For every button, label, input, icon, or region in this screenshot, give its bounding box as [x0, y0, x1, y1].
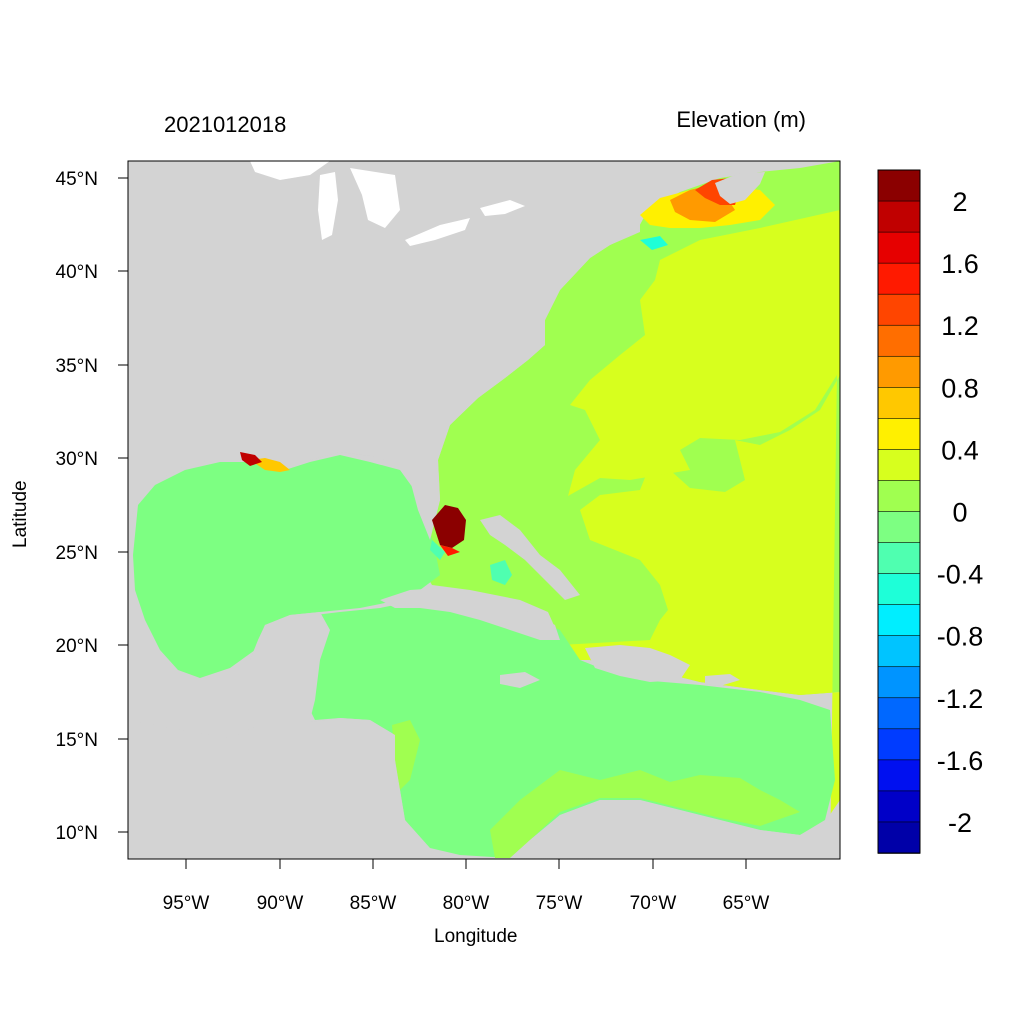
colorbar-swatch	[877, 293, 921, 327]
lat-tick-label: 15°N	[56, 730, 98, 751]
gulf-of-mexico	[133, 455, 440, 678]
lat-tick-label: 45°N	[56, 169, 98, 190]
latitude-axis: 45°N 40°N 35°N 30°N 25°N 20°N 15°N 10°N	[56, 169, 128, 844]
map-frame	[127, 160, 841, 860]
central-america-land	[128, 718, 430, 859]
colorbar-swatch	[877, 418, 921, 451]
map-panel	[128, 161, 840, 859]
x-axis-title: Longitude	[434, 926, 518, 947]
lake-huron	[350, 168, 400, 228]
colorbar-swatch	[877, 355, 921, 389]
north-america-land	[128, 161, 640, 540]
lon-tick-label: 70°W	[630, 893, 677, 914]
colorbar-swatch	[877, 480, 921, 513]
lat-tick-label: 25°N	[56, 543, 98, 564]
caribbean-high-patch-west	[392, 720, 420, 790]
colorbar-swatch	[877, 697, 921, 730]
bahamas-low-patch	[490, 560, 512, 585]
date-title: 2021012018	[164, 112, 287, 137]
colorbar-frame	[877, 169, 921, 854]
south-america-land	[510, 800, 840, 859]
colorbar-label: 1.2	[941, 311, 979, 341]
colorbar-swatch	[877, 790, 921, 823]
colorbar-swatch	[877, 200, 921, 233]
florida-keys-low-patch	[430, 540, 445, 560]
cuba-island	[380, 588, 560, 640]
florida-surge-edge	[440, 545, 460, 556]
colorbar: 2 1.6 1.2 0.8 0.4 0 -0.4 -0.8 -1.2 -1.6 -2	[877, 169, 984, 854]
colorbar-swatch	[877, 511, 921, 544]
florida-surge-zone	[432, 505, 466, 548]
colorbar-swatch	[877, 169, 921, 202]
colorbar-swatch	[877, 324, 921, 358]
bahamas-islands	[480, 515, 580, 600]
jamaica-island	[500, 672, 540, 688]
lake-michigan	[318, 172, 338, 240]
colorbar-swatch	[877, 821, 921, 854]
lat-tick-label: 20°N	[56, 636, 98, 657]
colorbar-label: -1.2	[937, 684, 984, 714]
colorbar-label: 0.8	[941, 373, 979, 403]
longitude-axis: 95°W 90°W 85°W 80°W 75°W 70°W 65°W	[163, 859, 770, 914]
variable-title: Elevation (m)	[676, 107, 806, 132]
lat-tick-label: 40°N	[56, 262, 98, 283]
lake-superior	[250, 161, 330, 180]
colorbar-swatch	[877, 573, 921, 606]
colorbar-label: 0	[952, 498, 967, 528]
lat-tick-label: 10°N	[56, 823, 98, 844]
lon-tick-label: 75°W	[536, 893, 583, 914]
atlantic-high-core	[568, 210, 840, 496]
colorbar-swatch	[877, 666, 921, 699]
colorbar-label: -1.6	[937, 746, 984, 776]
colorbar-swatch	[877, 231, 921, 264]
yucatan-land	[250, 612, 330, 720]
colorbar-swatch	[877, 635, 921, 668]
louisiana-surge-core	[240, 452, 262, 466]
lake-ontario	[480, 200, 525, 216]
colorbar-label: 0.4	[941, 435, 979, 465]
colorbar-label: -0.8	[937, 622, 984, 652]
colorbar-swatch	[877, 604, 921, 637]
atlantic-high-zone	[555, 161, 840, 859]
lon-tick-label: 85°W	[350, 893, 397, 914]
colorbar-swatch	[877, 262, 921, 295]
colorbar-swatch	[877, 542, 921, 575]
hispaniola-island	[585, 645, 690, 682]
puerto-rico-island	[705, 674, 740, 686]
colorbar-swatch	[877, 449, 921, 482]
lon-tick-label: 95°W	[163, 893, 210, 914]
lake-erie	[405, 218, 470, 246]
colorbar-label: 1.6	[941, 249, 979, 279]
colorbar-label: 2	[952, 187, 967, 217]
colorbar-label: -2	[948, 808, 972, 838]
gulf-of-maine-land	[715, 172, 765, 204]
caribbean-high-patch	[490, 770, 800, 858]
colorbar-label: -0.4	[937, 560, 984, 590]
lon-tick-label: 90°W	[257, 893, 304, 914]
lon-tick-label: 80°W	[443, 893, 490, 914]
colorbar-swatch	[877, 759, 921, 792]
colorbar-swatch	[877, 387, 921, 420]
lat-tick-label: 30°N	[56, 449, 98, 470]
lat-tick-label: 35°N	[56, 356, 98, 377]
colorbar-swatch	[877, 728, 921, 761]
lon-tick-label: 65°W	[723, 893, 770, 914]
cape-cod-low-patch	[640, 236, 668, 250]
